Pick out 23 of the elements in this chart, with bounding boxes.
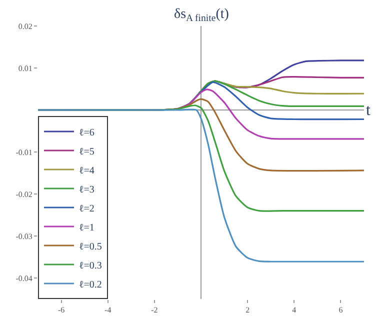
legend-label: ℓ=1 [79, 222, 94, 234]
x-axis-title: t [366, 102, 371, 119]
y-tick-label: -0.01 [16, 148, 32, 157]
x-tick-label: 4 [292, 306, 296, 315]
y-tick-label: -0.02 [16, 190, 32, 199]
y-tick-label: 0.02 [18, 22, 32, 31]
legend-label: ℓ=5 [79, 146, 94, 158]
legend-label: ℓ=0.5 [79, 241, 102, 252]
legend-label: ℓ=0.2 [79, 279, 102, 290]
legend-label: ℓ=6 [79, 127, 94, 138]
y-tick-label: 0.01 [18, 64, 32, 73]
legend-label: ℓ=3 [79, 184, 94, 196]
x-tick-label: 6 [338, 306, 343, 315]
y-tick-label: -0.04 [16, 274, 32, 283]
y-axis-title: δs$_{A finite}$(t) [174, 7, 230, 24]
legend-label: ℓ=4 [79, 165, 94, 176]
x-tick-label: -4 [104, 306, 112, 315]
legend-label: ℓ=2 [79, 203, 94, 214]
x-tick-label: -2 [151, 306, 158, 315]
y-tick-label: -0.03 [16, 232, 32, 241]
x-tick-label: -6 [58, 306, 65, 315]
x-tick-label: 2 [246, 306, 250, 315]
legend-label: ℓ=0.3 [79, 260, 102, 272]
